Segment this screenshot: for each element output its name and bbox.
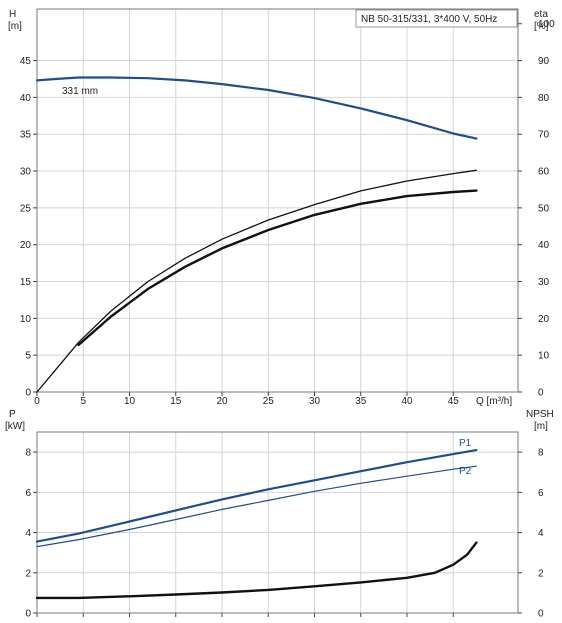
upper-x-ticks: 0 5 10 15 20 25 30 35 40 45: [34, 392, 459, 617]
head-axis-ticks: 0 5 10 15 20 25 30 35 40 45: [20, 56, 37, 399]
lower-grid: [36, 432, 518, 614]
lower-series-line-2: [35, 541, 478, 600]
head-axis-tick-label-0: 0: [25, 388, 31, 399]
power-axis-ticks: 0 2 4 6 8: [25, 448, 37, 620]
head-axis-tick-label-5: 25: [20, 203, 32, 214]
head-axis-tick-label-1: 5: [25, 351, 31, 362]
efficiency-axis-label-line1: eta: [534, 9, 548, 20]
power-axis-tick-label-0: 0: [25, 609, 31, 620]
lower-chart: 0 2 4 6 8 0 2 4 6 8 P [kW] NPSH [m] P1 P2: [5, 409, 554, 620]
npsh-axis-tick-label-2: 4: [538, 528, 544, 539]
lower-series-line-1: [36, 465, 477, 548]
head-axis-tick-label-6: 30: [20, 167, 32, 178]
efficiency-axis-tick-label-7: 70: [538, 130, 550, 141]
efficiency-axis-tick-label-6: 60: [538, 167, 550, 178]
efficiency-axis-tick-label-4: 40: [538, 240, 550, 251]
head-axis-tick-label-4: 20: [20, 240, 32, 251]
head-axis-label-line2: [m]: [8, 21, 22, 32]
efficiency-axis-tick-label-0: 0: [538, 388, 544, 399]
x-tick-label-3: 15: [170, 396, 182, 407]
x-tick-label-0: 0: [34, 396, 40, 407]
efficiency-axis-tick-label-3: 30: [538, 277, 550, 288]
upper-chart-frame: [36, 8, 519, 393]
efficiency-axis-label-line2: [%]: [534, 21, 549, 32]
npsh-axis-tick-label-0: 0: [538, 609, 544, 620]
upper-series: [35, 76, 478, 393]
efficiency-axis-tick-label-10: 100: [538, 19, 555, 30]
head-axis-tick-label-8: 40: [20, 93, 32, 104]
x-tick-label-5: 25: [263, 396, 275, 407]
efficiency-axis-tick-label-8: 80: [538, 93, 550, 104]
upper-series-line-0: [35, 76, 478, 140]
power-axis-tick-label-1: 2: [25, 568, 31, 579]
efficiency-axis-ticks: 0 10 20 30 40 50 60 70 80 90 100: [518, 19, 555, 399]
power-axis-label-line2: [kW]: [5, 421, 25, 432]
power-axis-label-line1: P: [9, 409, 16, 420]
power-axis-tick-label-4: 8: [25, 448, 31, 459]
x-tick-label-8: 40: [401, 396, 413, 407]
p2-series-label: P2: [459, 466, 472, 477]
efficiency-axis-tick-label-9: 90: [538, 56, 550, 67]
x-tick-label-1: 5: [80, 396, 86, 407]
x-tick-label-2: 10: [124, 396, 136, 407]
upper-series-line-1: [36, 169, 478, 393]
x-tick-label-9: 45: [448, 396, 460, 407]
npsh-axis-tick-label-4: 8: [538, 448, 544, 459]
head-axis-tick-label-3: 15: [20, 277, 32, 288]
x-axis-label: Q [m³/h]: [476, 396, 512, 407]
power-axis-tick-label-2: 4: [25, 528, 31, 539]
head-axis-tick-label-7: 35: [20, 130, 32, 141]
efficiency-axis-tick-label-2: 20: [538, 314, 550, 325]
npsh-axis-tick-label-1: 2: [538, 568, 544, 579]
x-tick-label-7: 35: [355, 396, 367, 407]
npsh-axis-tick-label-3: 6: [538, 488, 544, 499]
head-axis-label-line1: H: [9, 9, 16, 20]
npsh-axis-label-line1: NPSH: [526, 409, 554, 420]
lower-chart-frame: [36, 431, 519, 614]
power-axis-tick-label-3: 6: [25, 488, 31, 499]
pump-legend-text: NB 50-315/331, 3*400 V, 50Hz: [361, 14, 497, 25]
upper-series-line-2: [77, 189, 478, 347]
x-tick-label-4: 20: [216, 396, 228, 407]
upper-grid: [36, 9, 518, 393]
p1-series-label: P1: [459, 438, 472, 449]
lower-series: [35, 449, 478, 600]
impeller-diameter-label: 331 mm: [62, 86, 98, 97]
efficiency-axis-tick-label-1: 10: [538, 351, 550, 362]
efficiency-axis-tick-label-5: 50: [538, 203, 550, 214]
x-tick-label-6: 30: [309, 396, 321, 407]
pump-legend-box: [355, 9, 518, 28]
head-axis-tick-label-2: 10: [20, 314, 32, 325]
npsh-axis-label-line2: [m]: [534, 421, 548, 432]
lower-series-line-0: [35, 449, 478, 543]
head-axis-tick-label-9: 45: [20, 56, 32, 67]
npsh-axis-ticks: 0 2 4 6 8: [518, 448, 544, 620]
